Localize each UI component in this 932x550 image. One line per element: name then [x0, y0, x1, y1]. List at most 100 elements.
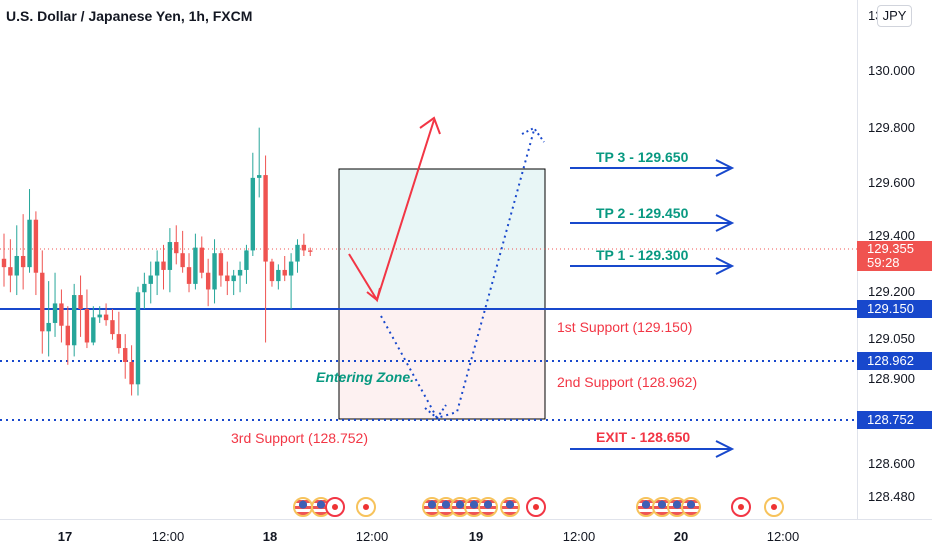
support-2-label: 2nd Support (128.962) [557, 374, 698, 390]
price-scale-label: 128.900 [868, 371, 915, 386]
candle-body[interactable] [65, 325, 70, 346]
time-scale-divider [0, 519, 932, 520]
time-axis-label: 18 [262, 529, 278, 544]
candle-body[interactable] [174, 242, 179, 254]
candle-body[interactable] [282, 269, 287, 276]
candle-body[interactable] [257, 175, 262, 178]
candle-body[interactable] [27, 219, 32, 268]
support-1-price-tag: 129.150 [857, 300, 932, 318]
candle-body[interactable] [250, 177, 256, 251]
price-scale-label: 129.600 [868, 175, 915, 190]
exit-label: EXIT - 128.650 [596, 429, 691, 445]
tp1-arrow [570, 257, 735, 275]
candle-body[interactable] [288, 261, 294, 276]
candle-body[interactable] [186, 267, 192, 284]
us-event-icon[interactable] [681, 497, 701, 517]
jp-event-icon[interactable] [731, 497, 751, 517]
jp-event-icon[interactable] [356, 497, 376, 517]
take-profit-zone [338, 168, 546, 310]
candle-body[interactable] [161, 261, 166, 270]
candle-body[interactable] [244, 250, 249, 270]
exit-arrow [570, 440, 735, 458]
candle-body[interactable] [301, 244, 307, 251]
entering-zone-label: Entering Zone. [316, 369, 414, 385]
candle-body[interactable] [180, 253, 185, 268]
support-2-price-tag: 128.962 [857, 352, 932, 370]
candle-body[interactable] [225, 275, 230, 282]
time-axis-label: 20 [673, 529, 689, 544]
candle-body[interactable] [20, 255, 26, 268]
candle-body[interactable] [91, 317, 96, 343]
price-scale-label: 129.400 [868, 228, 915, 243]
candle-body[interactable] [148, 275, 153, 284]
support-3-label: 3rd Support (128.752) [231, 430, 368, 446]
red-entry-arrowhead-low [366, 287, 381, 302]
blue-path-arrowhead-high [521, 126, 545, 143]
candle-body[interactable] [14, 255, 19, 276]
candle-body[interactable] [218, 253, 224, 276]
candle-body[interactable] [52, 303, 58, 323]
us-event-icon[interactable] [293, 497, 313, 517]
candle-body[interactable] [84, 309, 90, 343]
time-axis-label: 12:00 [766, 529, 800, 544]
candle-body[interactable] [199, 247, 204, 273]
currency-button[interactable]: JPY [877, 5, 912, 27]
candle-body[interactable] [8, 267, 13, 276]
candle-body[interactable] [135, 292, 141, 385]
candle-body[interactable] [59, 303, 64, 326]
time-axis-label: 12:00 [151, 529, 185, 544]
blue-path-arrow[interactable] [380, 129, 535, 420]
candle-body[interactable] [263, 175, 268, 262]
candle-body[interactable] [237, 269, 243, 276]
candle-body[interactable] [116, 334, 122, 349]
jp-event-icon[interactable] [764, 497, 784, 517]
candle-body[interactable] [193, 247, 198, 284]
candle-body[interactable] [71, 295, 77, 346]
current-price-value: 129.355 [867, 241, 914, 256]
candle-body[interactable] [110, 320, 115, 335]
chart-title: U.S. Dollar / Japanese Yen, 1h, FXCM [6, 8, 253, 24]
candle-body[interactable] [167, 242, 173, 270]
candle-body[interactable] [123, 348, 128, 363]
candle-body[interactable] [129, 362, 134, 385]
candle-body[interactable] [231, 275, 236, 282]
tp2-label: TP 2 - 129.450 [596, 205, 689, 221]
current-price-tag: 129.355 59:28 [857, 241, 932, 271]
candle-body[interactable] [276, 269, 281, 282]
tp1-label: TP 1 - 129.300 [596, 247, 689, 263]
candle-body[interactable] [308, 250, 313, 252]
us-event-icon[interactable] [478, 497, 498, 517]
red-entry-arrowhead-high [419, 116, 441, 135]
time-axis-label: 19 [468, 529, 484, 544]
time-axis-label: 12:00 [355, 529, 389, 544]
candle-body[interactable] [269, 261, 275, 282]
candle-body[interactable] [78, 295, 83, 309]
price-scale-label: 129.800 [868, 120, 915, 135]
candle-body[interactable] [295, 244, 300, 262]
tp2-arrow [570, 214, 735, 232]
jp-event-icon[interactable] [325, 497, 345, 517]
candle-body[interactable] [40, 272, 45, 332]
candle-body[interactable] [97, 314, 102, 318]
price-scale-label: 128.480 [868, 489, 915, 504]
jp-event-icon[interactable] [526, 497, 546, 517]
candle-body[interactable] [46, 322, 51, 332]
tp3-arrow [570, 159, 735, 177]
candle-body[interactable] [205, 272, 211, 290]
tp3-label: TP 3 - 129.650 [596, 149, 689, 165]
price-scale-label: 130.000 [868, 63, 915, 78]
time-axis-label: 17 [57, 529, 73, 544]
support-3-price-tag: 128.752 [857, 411, 932, 429]
candle-body[interactable] [154, 261, 160, 276]
candle-body[interactable] [33, 219, 39, 273]
candle-body[interactable] [103, 314, 109, 321]
candle-countdown: 59:28 [867, 255, 900, 270]
stop-loss-zone [338, 308, 546, 420]
candle-body[interactable] [1, 258, 7, 268]
support-1-label: 1st Support (129.150) [557, 319, 693, 335]
us-event-icon[interactable] [500, 497, 520, 517]
candle-body[interactable] [212, 253, 217, 290]
blue-path-arrowhead-low [424, 404, 447, 420]
candle-body[interactable] [142, 283, 147, 293]
